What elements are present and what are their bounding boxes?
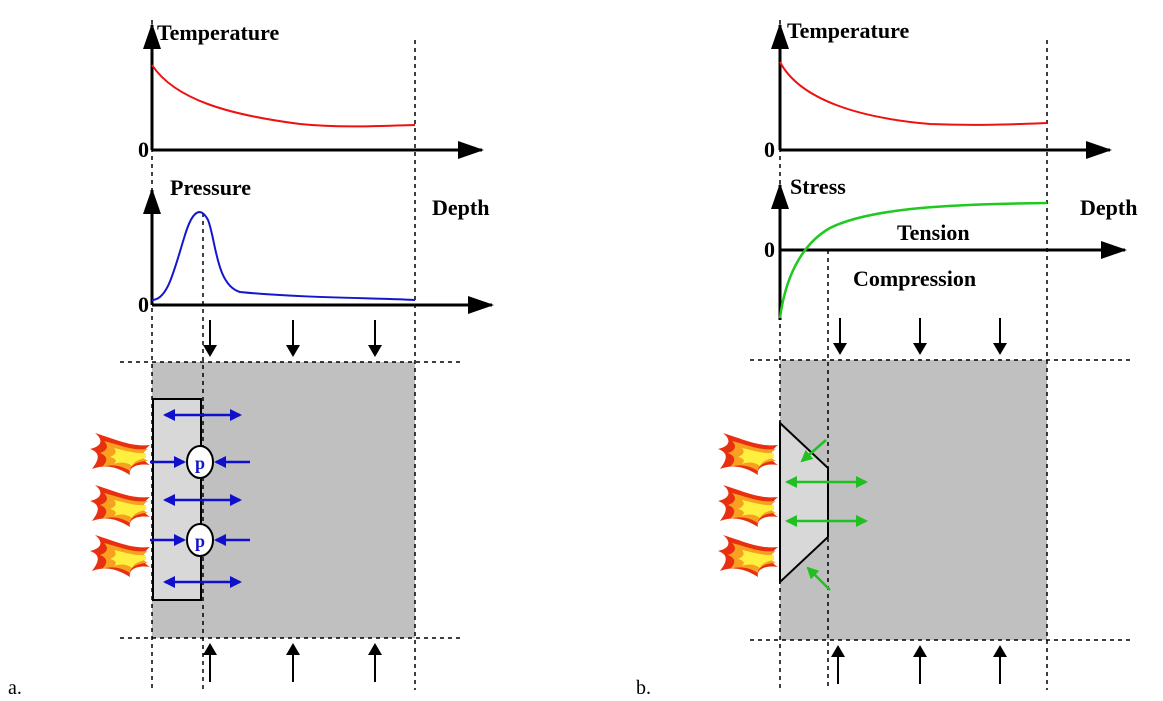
flame <box>90 535 150 577</box>
pressure-curve <box>152 212 415 300</box>
axis-label: Depth <box>432 195 489 220</box>
title: Temperature <box>157 20 279 45</box>
title: Pressure <box>170 175 251 200</box>
title: Temperature <box>787 18 909 43</box>
pore-label: p <box>195 453 205 473</box>
panel-label: a. <box>8 677 22 699</box>
flame <box>718 433 778 475</box>
flame <box>718 485 778 527</box>
flame <box>90 485 150 527</box>
axis-label: Depth <box>1080 195 1137 220</box>
zero: 0 <box>764 137 775 162</box>
flame <box>90 433 150 475</box>
flame <box>718 535 778 577</box>
diagram: Temperature 0 Pressure 0 Depth p p a. Te… <box>0 0 1163 701</box>
region-label: Compression <box>853 266 976 291</box>
temperature-curve <box>152 65 415 126</box>
region-label: Tension <box>897 220 970 245</box>
zero: 0 <box>138 292 149 317</box>
zero: 0 <box>138 137 149 162</box>
temperature-curve <box>780 62 1047 125</box>
panel-label: b. <box>636 677 651 699</box>
pore-label: p <box>195 531 205 551</box>
zero: 0 <box>764 237 775 262</box>
panel-b: Temperature 0 Stress 0 Tension Compressi… <box>636 18 1137 699</box>
title: Stress <box>790 174 846 199</box>
panel-a: Temperature 0 Pressure 0 Depth p p a. <box>8 20 492 699</box>
